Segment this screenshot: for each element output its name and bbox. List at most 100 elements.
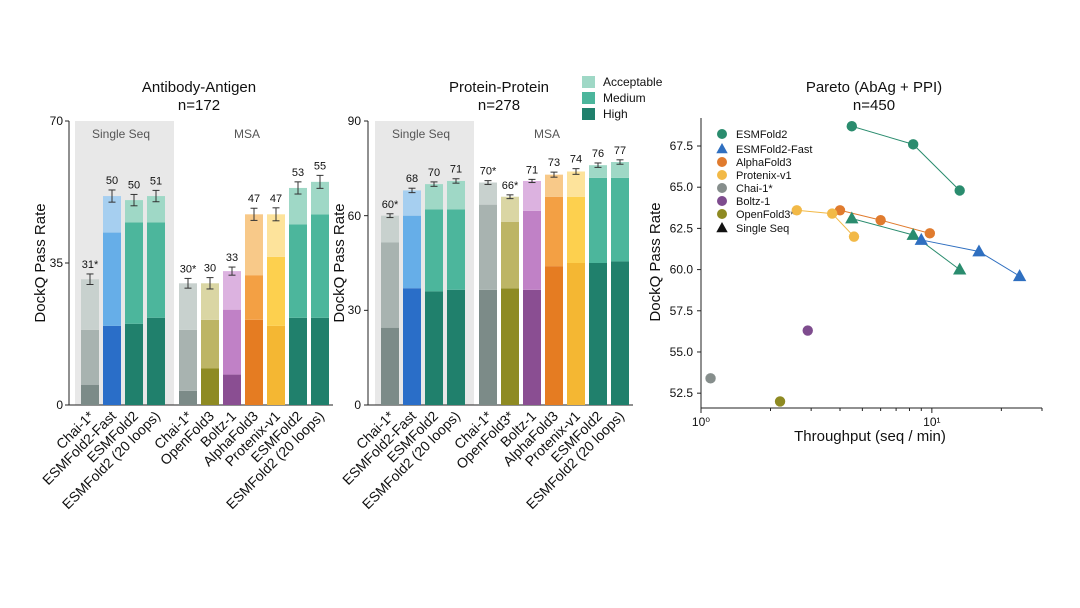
point-alphafold3 xyxy=(834,205,846,216)
group-label-single-seq: Single Seq xyxy=(92,127,150,141)
bar-segment-medium xyxy=(81,329,99,385)
legend-marker-boltz-1 xyxy=(717,196,727,206)
data-label: 73 xyxy=(548,157,560,169)
y-tick-label: 65.0 xyxy=(670,180,694,194)
y-tick-label: 60 xyxy=(348,209,362,223)
bar-segment-medium xyxy=(381,242,399,328)
bar-segment-acceptable xyxy=(479,182,497,205)
y-axis-label: DockQ Pass Rate xyxy=(32,203,49,322)
bar-segment-high xyxy=(381,327,399,405)
chart-subtitle: n=278 xyxy=(478,97,520,114)
point-protenix-v1 xyxy=(826,208,838,219)
series-line-protenix-v1-circle xyxy=(796,209,855,237)
data-label: 74 xyxy=(570,154,582,166)
data-label: 33 xyxy=(226,252,238,264)
data-label: 30* xyxy=(180,263,197,275)
legend-label-high: High xyxy=(603,107,628,121)
point-esmfold2-fast-triangle xyxy=(972,244,986,257)
group-label-single-seq: Single Seq xyxy=(392,127,450,141)
legend-label-single-seq: Single Seq xyxy=(736,223,789,235)
legend-label-boltz-1: Boltz-1 xyxy=(736,196,770,208)
bar-segment-high xyxy=(545,266,563,405)
legend-label-esmfold2: ESMFold2 xyxy=(736,129,787,141)
data-label: 50 xyxy=(106,175,118,187)
bar-segment-high xyxy=(567,263,585,405)
y-tick-label: 62.5 xyxy=(670,221,694,235)
panel-pareto: Pareto (AbAg + PPI) n=450 DockQ Pass Rat… xyxy=(647,79,1043,445)
data-label: 60* xyxy=(382,199,399,211)
legend-label-chai-1: Chai-1* xyxy=(736,183,773,195)
point-protenix-v1 xyxy=(791,205,802,216)
bar-segment-high xyxy=(311,317,329,405)
bar-segment-high xyxy=(589,263,607,405)
data-label: 47 xyxy=(248,193,260,205)
bar-segment-acceptable xyxy=(125,200,143,223)
data-label: 66* xyxy=(502,180,519,192)
bar-segment-medium xyxy=(545,196,563,267)
y-tick-label: 0 xyxy=(354,398,361,412)
data-label: 70 xyxy=(428,167,440,179)
bar-segment-acceptable xyxy=(245,214,263,276)
data-label: 71 xyxy=(450,164,462,176)
bar-segment-acceptable xyxy=(567,171,585,197)
y-tick-label: 52.5 xyxy=(670,386,694,400)
bar-segment-medium xyxy=(567,196,585,263)
legend-marker-protenix-v1 xyxy=(717,170,727,180)
bar-segment-medium xyxy=(523,210,541,290)
bar-segment-high xyxy=(403,288,421,405)
bar-segment-medium xyxy=(267,256,285,326)
bar-segment-medium xyxy=(501,221,519,289)
bar-segment-medium xyxy=(103,232,121,326)
legend-marker-esmfold2-fast xyxy=(716,143,728,154)
legend-label-protenix-v1: Protenix-v1 xyxy=(736,170,792,182)
bar-segment-high xyxy=(201,368,219,405)
bar-segment-acceptable xyxy=(147,196,165,223)
series-line-esmfold2-circle xyxy=(851,125,961,191)
point-boltz-1 xyxy=(802,325,813,336)
bar-segment-high xyxy=(267,325,285,405)
legend-marker-esmfold2 xyxy=(717,129,727,139)
data-label: 76 xyxy=(592,148,604,160)
bar-segment-high xyxy=(447,289,465,405)
bar-segment-medium xyxy=(179,329,197,391)
y-axis-label: DockQ Pass Rate xyxy=(331,203,348,322)
bar-segment-medium xyxy=(289,224,307,318)
point-openfold3 xyxy=(774,396,786,407)
bar-segment-medium xyxy=(589,177,607,263)
point-protenix-v1 xyxy=(848,231,860,242)
point-esmfold2 xyxy=(907,139,919,150)
data-label: 30 xyxy=(204,263,216,275)
bar-segment-acceptable xyxy=(267,214,285,257)
x-axis-label: Throughput (seq / min) xyxy=(794,428,946,445)
bar-segment-acceptable xyxy=(425,184,443,210)
legend-marker-openfold3 xyxy=(717,209,727,219)
point-esmfold2-triangle xyxy=(906,227,920,240)
group-label-msa: MSA xyxy=(234,127,260,141)
bar-segment-acceptable xyxy=(179,283,197,330)
y-tick-label: 60.0 xyxy=(670,263,694,277)
y-tick-label: 55.0 xyxy=(670,345,694,359)
legend-marker-alphafold3 xyxy=(717,157,727,167)
bar-segment-high xyxy=(523,289,541,405)
bar-segment-high xyxy=(245,319,263,405)
bar-segment-high xyxy=(103,325,121,405)
data-label: 77 xyxy=(614,145,626,157)
x-tick-label: 10¹ xyxy=(923,415,940,429)
y-tick-label: 30 xyxy=(348,303,362,317)
point-esmfold2-fast-triangle xyxy=(1012,269,1027,282)
point-chai-1 xyxy=(705,373,716,384)
chart-title: Pareto (AbAg + PPI) xyxy=(806,79,942,96)
data-label: 68 xyxy=(406,173,418,185)
bar-segment-acceptable xyxy=(81,279,99,330)
bar-segment-medium xyxy=(223,309,241,375)
bar-segment-medium xyxy=(479,204,497,290)
legend-label-openfold3: OpenFold3* xyxy=(736,209,795,221)
legend-label-alphafold3: AlphaFold3 xyxy=(736,157,792,169)
chart-subtitle: n=172 xyxy=(178,97,220,114)
bar-segment-high xyxy=(611,261,629,405)
bar-segment-high xyxy=(147,317,165,405)
y-tick-label: 0 xyxy=(56,398,63,412)
bar-segment-high xyxy=(179,390,197,405)
point-esmfold2-fast-triangle xyxy=(914,232,928,245)
